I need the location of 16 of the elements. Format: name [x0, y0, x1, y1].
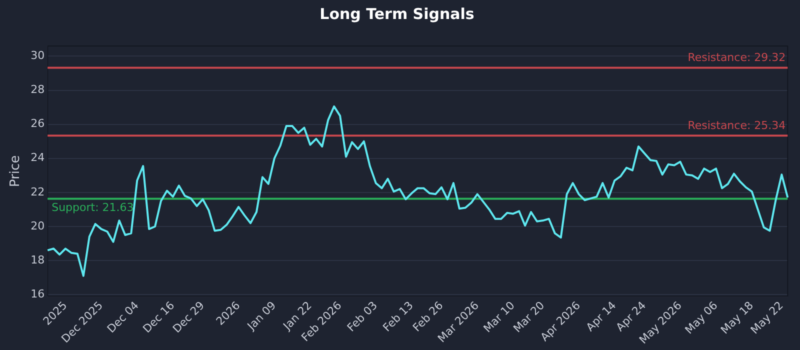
y-tick-label: 16	[30, 287, 45, 300]
y-tick-label: 30	[30, 49, 45, 62]
y-tick-label: 28	[30, 83, 45, 96]
x-tick-label: Jan 09	[244, 298, 279, 334]
ref-line-label: Support: 21.63	[52, 201, 134, 214]
y-tick-label: 18	[30, 253, 45, 266]
chart-title: Long Term Signals	[320, 4, 474, 23]
ref-line-label: Resistance: 25.34	[688, 118, 786, 132]
y-tick-label: 22	[30, 185, 45, 198]
ref-line-label: Resistance: 29.32	[688, 51, 786, 64]
x-tick-label: Feb 03	[344, 298, 380, 334]
y-tick-label: 20	[30, 219, 45, 232]
x-tick-label: Dec 04	[104, 298, 142, 336]
y-tick-label: 26	[30, 117, 45, 130]
y-axis-title: Price	[8, 155, 24, 188]
y-tick-label: 24	[30, 151, 45, 164]
